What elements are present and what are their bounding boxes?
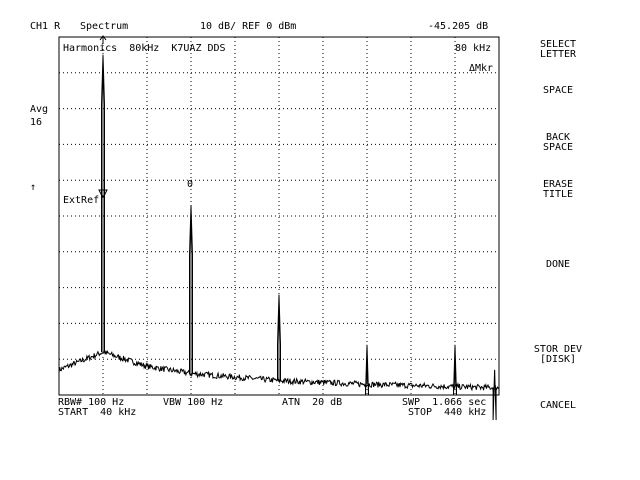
marker-number: 0 [187, 179, 194, 190]
rbw-label: RBW# 100 Hz [58, 397, 125, 408]
harmonic-peak-3 [277, 294, 281, 381]
top-marker-arrow-icon [99, 35, 107, 44]
softkey-cancel[interactable]: CANCEL [539, 400, 577, 411]
harmonic-peak-2 [189, 205, 193, 374]
avg-label: Avg [30, 104, 49, 115]
scale-label: 10 dB/ REF 0 dBm [200, 21, 297, 32]
marker-value: -45.205 dB [428, 21, 489, 32]
ref-level-arrow-icon: ↑ [30, 182, 37, 193]
sweep-time-label: SWP 1.066 sec [402, 397, 487, 408]
harmonic-peak-4 [365, 344, 369, 395]
marker-frequency: 80 kHz [455, 43, 492, 54]
softkey-select-letter[interactable]: SELECT LETTER [539, 39, 577, 60]
softkey-erase-title[interactable]: ERASE TITLE [542, 179, 574, 200]
screen-title: Harmonics 80kHz K7UAZ DDS [63, 43, 226, 54]
channel-label: CH1 R [30, 21, 61, 32]
softkey-space[interactable]: SPACE [542, 85, 574, 96]
stop-freq-label: STOP 440 kHz [408, 407, 487, 418]
harmonic-peak-6 [492, 369, 497, 420]
avg-count: 16 [30, 117, 43, 128]
atten-label: ATN 20 dB [282, 397, 343, 408]
spectrum-trace [58, 54, 500, 420]
marker-0 [98, 54, 108, 200]
softkey-done[interactable]: DONE [545, 259, 571, 270]
mode-label: Spectrum [80, 21, 129, 32]
start-freq-label: START 40 kHz [58, 407, 137, 418]
softkey-back-space[interactable]: BACK SPACE [542, 132, 574, 153]
softkey-stor-dev[interactable]: STOR DEV [DISK] [533, 344, 583, 365]
harmonic-peak-5 [453, 344, 457, 395]
vbw-label: VBW 100 Hz [163, 397, 224, 408]
delta-marker-label: ΔMkr [469, 63, 494, 74]
ext-ref-label: ExtRef [63, 195, 100, 206]
